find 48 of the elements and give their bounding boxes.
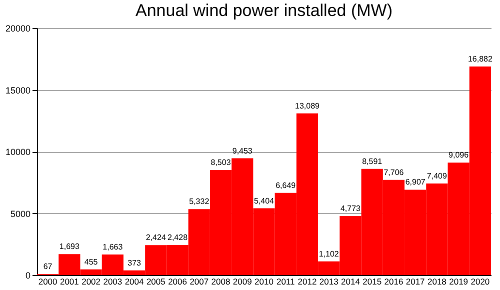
- data-label: 8,591: [362, 156, 383, 166]
- data-label: 1,693: [59, 242, 80, 252]
- y-tick-label: 5000: [10, 208, 30, 219]
- data-label: 9,096: [448, 150, 470, 160]
- data-label: 67: [43, 262, 53, 272]
- x-tick-label: 2008: [211, 276, 230, 286]
- x-tick-label: 2005: [146, 276, 166, 286]
- x-tick-label: 2004: [124, 276, 144, 286]
- data-label: 6,907: [405, 178, 426, 187]
- x-tick-label: 2017: [406, 276, 426, 286]
- y-tick-label: 10000: [5, 147, 30, 157]
- x-tick-label: 2000: [38, 276, 58, 286]
- data-label: 8,503: [210, 158, 232, 167]
- x-tick-label: 2007: [190, 276, 209, 286]
- data-label: 5,404: [254, 196, 275, 206]
- x-tick-label: 2018: [427, 276, 447, 286]
- x-tick-label: 2019: [449, 276, 468, 286]
- x-tick-label: 2001: [60, 276, 80, 286]
- data-label: 9,453: [232, 146, 253, 156]
- data-label: 16,882: [468, 54, 493, 64]
- x-tick-label: 2002: [82, 276, 101, 286]
- x-tick-label: 2016: [384, 276, 404, 286]
- chart-title: Annual wind power installed (MW): [136, 1, 392, 20]
- x-tick-label: 2012: [298, 276, 317, 286]
- data-label: 1,663: [102, 242, 124, 252]
- data-label: 2,424: [146, 233, 166, 242]
- data-label: 4,773: [340, 204, 362, 214]
- data-label: 455: [84, 257, 98, 266]
- x-tick-label: 2003: [103, 276, 122, 286]
- x-tick-label: 2014: [341, 276, 360, 286]
- data-label: 13,089: [295, 101, 320, 110]
- x-tick-label: 2009: [232, 276, 252, 286]
- data-label: 6,649: [276, 180, 296, 190]
- data-label: 7,409: [426, 172, 448, 180]
- data-label: 1,102: [318, 249, 340, 258]
- y-tick-label: 20000: [5, 24, 30, 34]
- x-tick-label: 2006: [168, 276, 188, 286]
- x-tick-label: 2013: [319, 276, 339, 286]
- y-tick-label: 15000: [5, 85, 30, 96]
- data-label: 7,706: [384, 168, 404, 177]
- x-tick-label: 2015: [362, 276, 382, 286]
- x-tick-label: 2020: [470, 276, 490, 286]
- x-tick-label: 2010: [254, 276, 274, 286]
- data-label: 5,332: [189, 197, 210, 206]
- x-tick-label: 2011: [276, 276, 296, 286]
- y-tick-label: 0: [25, 270, 30, 280]
- data-label: 373: [128, 258, 142, 268]
- data-label: 2,428: [168, 233, 188, 242]
